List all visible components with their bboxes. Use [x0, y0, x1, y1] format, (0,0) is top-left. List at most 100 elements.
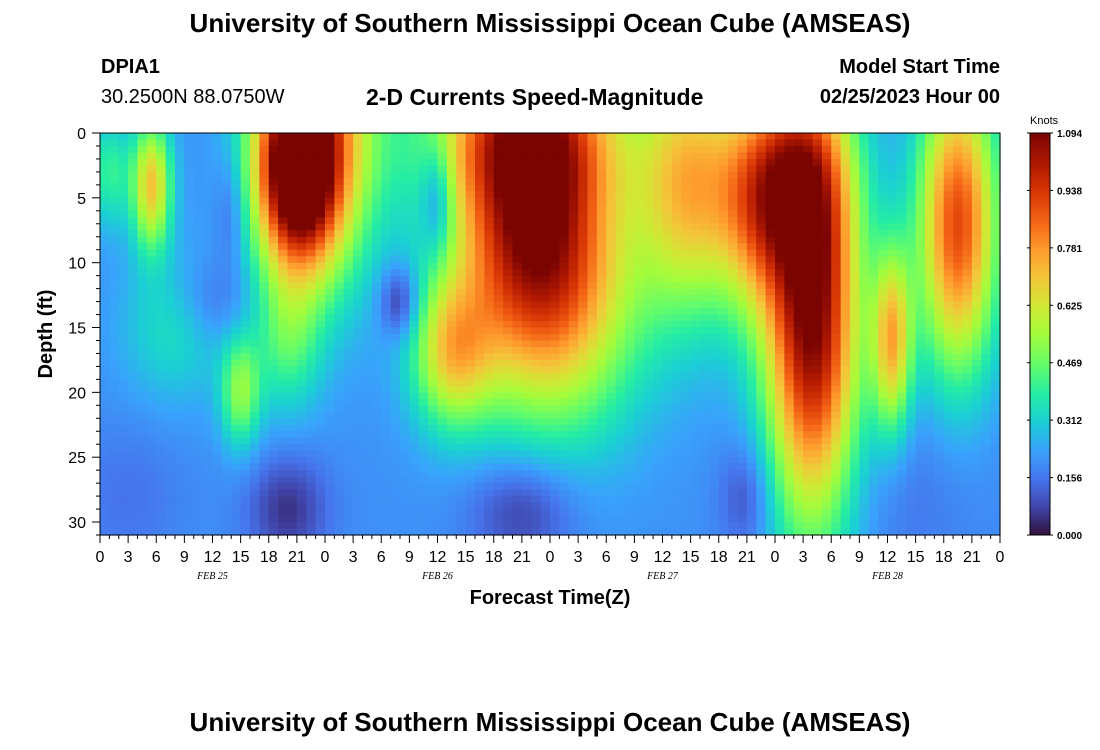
heatmap-cell — [625, 405, 635, 413]
heatmap-cell — [493, 288, 504, 296]
heatmap-cell — [100, 359, 110, 368]
heatmap-cell — [793, 217, 804, 225]
heatmap-cell — [840, 223, 851, 231]
heatmap-cell — [371, 191, 382, 199]
heatmap-cell — [775, 178, 785, 186]
heatmap-cell — [259, 457, 270, 465]
heatmap-cell — [484, 418, 495, 426]
heatmap-cell — [559, 470, 570, 478]
heatmap-cell — [521, 366, 532, 374]
heatmap-cell — [296, 340, 307, 348]
heatmap-cell — [821, 262, 832, 270]
heatmap-cell — [559, 288, 570, 296]
heatmap-cell — [146, 158, 157, 167]
heatmap-cell — [690, 359, 701, 368]
heatmap-cell — [615, 171, 626, 179]
heatmap-cell — [812, 476, 823, 484]
heatmap-cell — [306, 230, 317, 238]
heatmap-cell — [709, 178, 720, 186]
heatmap-cell — [540, 191, 551, 199]
heatmap-cell — [128, 133, 139, 141]
heatmap-cell — [156, 418, 167, 426]
heatmap-cell — [343, 249, 354, 257]
heatmap-cell — [343, 171, 354, 179]
heatmap-cell — [559, 385, 570, 393]
heatmap-cell — [137, 385, 148, 393]
heatmap-cell — [531, 197, 542, 205]
heatmap-cell — [343, 236, 354, 244]
heatmap-cell — [643, 314, 654, 322]
heatmap-cell — [371, 359, 382, 368]
heatmap-cell — [109, 385, 120, 393]
heatmap-cell — [343, 359, 354, 368]
heatmap-cell — [475, 158, 485, 167]
heatmap-cell — [746, 152, 757, 160]
heatmap-cell — [615, 262, 626, 270]
heatmap-cell — [381, 411, 392, 419]
heatmap-cell — [568, 483, 579, 491]
heatmap-cell — [550, 152, 560, 160]
heatmap-cell — [596, 489, 607, 497]
heatmap-cell — [803, 522, 814, 530]
heatmap-cell — [212, 515, 223, 523]
heatmap-cell — [540, 457, 551, 465]
heatmap-cell — [128, 496, 139, 504]
heatmap-cell — [100, 152, 110, 160]
heatmap-cell — [475, 496, 485, 504]
heatmap-cell — [437, 256, 448, 264]
heatmap-cell — [221, 366, 232, 374]
heatmap-cell — [625, 139, 635, 147]
heatmap-cell — [315, 385, 326, 393]
heatmap-cell — [840, 327, 851, 335]
heatmap-cell — [643, 217, 654, 225]
heatmap-cell — [568, 346, 579, 355]
heatmap-cell — [268, 321, 279, 329]
heatmap-cell — [643, 133, 654, 141]
heatmap-cell — [165, 204, 176, 212]
heatmap-cell — [296, 256, 307, 264]
heatmap-cell — [803, 282, 814, 290]
heatmap-cell — [634, 275, 645, 283]
heatmap-cell — [400, 411, 410, 419]
heatmap-cell — [400, 184, 410, 192]
heatmap-cell — [146, 288, 157, 296]
heatmap-cell — [437, 262, 448, 270]
heatmap-cell — [137, 191, 148, 199]
heatmap-cell — [175, 223, 185, 231]
heatmap-cell — [531, 145, 542, 154]
heatmap-cell — [212, 327, 223, 335]
heatmap-cell — [278, 437, 289, 445]
heatmap-cell — [165, 476, 176, 484]
heatmap-cell — [409, 210, 420, 218]
heatmap-cell — [756, 295, 767, 303]
heatmap-cell — [521, 262, 532, 270]
heatmap-cell — [775, 223, 785, 231]
heatmap-cell — [578, 243, 589, 251]
heatmap-cell — [793, 152, 804, 160]
heatmap-cell — [521, 223, 532, 231]
heatmap-cell — [578, 379, 589, 387]
heatmap-cell — [250, 178, 260, 186]
heatmap-cell — [371, 321, 382, 329]
heatmap-cell — [812, 230, 823, 238]
heatmap-cell — [737, 210, 748, 218]
heatmap-cell — [653, 191, 664, 199]
heatmap-cell — [718, 444, 729, 452]
heatmap-cell — [381, 437, 392, 445]
heatmap-cell — [793, 282, 804, 290]
heatmap-cell — [334, 431, 345, 439]
heatmap-cell — [803, 379, 814, 387]
heatmap-cell — [362, 145, 373, 154]
heatmap-cell — [165, 340, 176, 348]
heatmap-cell — [231, 295, 242, 303]
heatmap-cell — [587, 282, 598, 290]
heatmap-cell — [812, 288, 823, 296]
heatmap-cell — [362, 444, 373, 452]
heatmap-cell — [850, 230, 860, 238]
heatmap-cell — [493, 314, 504, 322]
heatmap-cell — [390, 282, 401, 290]
heatmap-cell — [325, 217, 335, 225]
heatmap-cell — [643, 191, 654, 199]
heatmap-cell — [662, 450, 673, 458]
heatmap-cell — [625, 502, 635, 510]
